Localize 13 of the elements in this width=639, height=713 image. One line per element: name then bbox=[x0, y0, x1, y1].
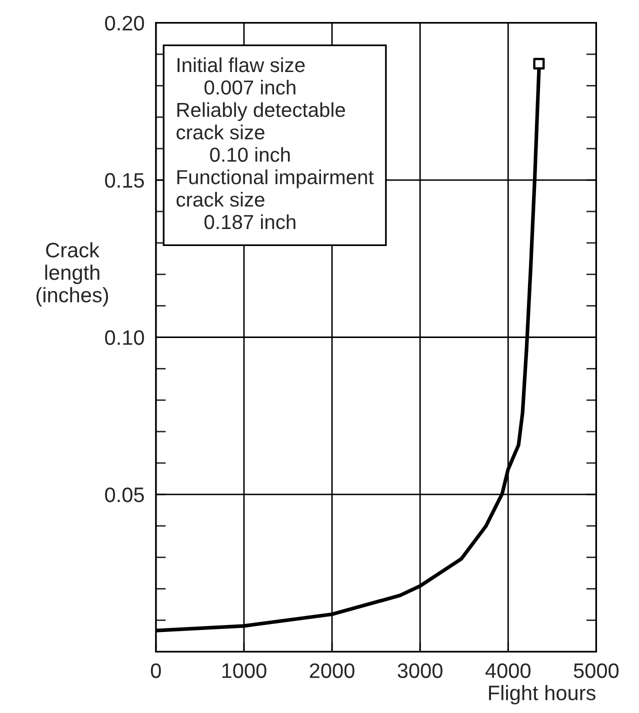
x-tick-label: 5000 bbox=[574, 663, 619, 678]
y-tick-label: 0.05 bbox=[105, 487, 144, 502]
y-tick-label: 0.15 bbox=[105, 173, 144, 188]
x-tick-label: 4000 bbox=[485, 663, 530, 678]
y-tick-label: 0.20 bbox=[105, 16, 144, 31]
x-tick-label: 0 bbox=[150, 663, 161, 678]
annotation: Initial flaw size 0.007 inch Reliably detectable crack size 0.10 inch Functional impairment crack size 0.187 inch bbox=[176, 57, 374, 230]
y-axis-title: Crack length (inches) bbox=[36, 242, 108, 307]
x-tick-label: 3000 bbox=[398, 663, 442, 678]
x-tick-label: 1000 bbox=[222, 663, 266, 678]
x-tick-label: 2000 bbox=[310, 663, 354, 678]
y-tick-label: 0.10 bbox=[105, 330, 144, 346]
x-axis-title: Flight hours bbox=[489, 684, 596, 704]
